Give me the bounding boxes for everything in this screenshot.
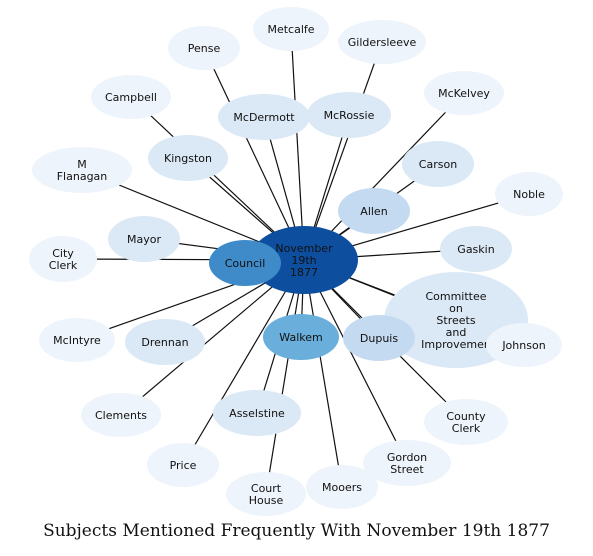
node-city-clerk: City Clerk [29,236,97,282]
node-carson-label: Carson [419,158,457,171]
nodes: Metcalfe Pense Gildersleeve McKelvey Campbel… [29,7,563,516]
edge-court-house [265,259,305,495]
node-mooers: Mooers [306,465,378,509]
node-mooers-ellipse [306,465,378,509]
node-drennan: Drennan [125,319,205,365]
edge-gildersleeve [303,41,383,261]
node-mooers-label: Mooers [322,481,362,494]
node-m-flanagan: M Flanagan [32,147,132,193]
edge-mooers [303,259,343,488]
node-dupuis-label: Dupuis [360,332,398,345]
node-carson-ellipse [402,141,474,187]
node-metcalfe-label: Metcalfe [267,23,314,36]
node-drennan-label: Drennan [141,336,188,349]
node-walkem-ellipse [263,314,339,360]
node-kingston: Kingston [148,135,228,181]
node-kingston-ellipse [148,135,228,181]
node-price-ellipse [147,443,219,487]
node-court-house: Court House [226,472,306,516]
node-dupuis-ellipse [343,315,415,361]
node-carson: Carson [402,141,474,187]
node-court-house-ellipse [226,472,306,516]
edge-price [182,259,305,466]
node-gildersleeve-label: Gildersleeve [348,36,417,49]
node-asselstine-ellipse [213,390,301,436]
node-gordon-street-label: Gordon Street [387,451,427,476]
node-pense: Pense [168,26,240,70]
node-dupuis: Dupuis [343,315,415,361]
node-mcintyre-label: McIntyre [53,334,101,347]
node-county-clerk-label: County Clerk [446,410,486,435]
node-gaskin-label: Gaskin [457,243,494,256]
center-node-ellipse [250,226,358,294]
node-mayor: Mayor [108,216,180,262]
node-campbell: Campbell [91,75,171,119]
node-mcrossie: McRossie [307,92,391,138]
node-campbell-label: Campbell [105,91,157,104]
node-city-clerk-label: City Clerk [49,247,78,272]
node-court-house-label: Court House [249,482,284,507]
node-m-flanagan-label: M Flanagan [57,158,108,183]
node-mckelvey: McKelvey [424,71,504,115]
node-gildersleeve: Gildersleeve [338,20,426,64]
node-gordon-street: Gordon Street [363,440,451,486]
node-allen-ellipse [338,188,410,234]
node-gaskin: Gaskin [440,226,512,272]
node-county-clerk: County Clerk [424,399,508,445]
node-committee-label: Committee on Streets and Improvemen [421,290,491,351]
node-mcrossie-label: McRossie [324,109,375,122]
node-noble-ellipse [495,172,563,216]
node-johnson-ellipse [486,323,562,367]
node-kingston-label: Kingston [164,152,212,165]
node-price-label: Price [170,459,197,472]
node-mayor-ellipse [108,216,180,262]
node-allen: Allen [338,188,410,234]
node-clements-label: Clements [95,409,147,422]
node-johnson-label: Johnson [501,339,545,352]
node-noble: Noble [495,172,563,216]
node-walkem-label: Walkem [279,331,322,344]
node-walkem: Walkem [263,314,339,360]
node-mcintyre: McIntyre [39,318,115,362]
center-node-label: November 19th 1877 [275,242,333,279]
diagram-caption: Subjects Mentioned Frequently With Novem… [43,521,550,541]
node-mcdermott-label: McDermott [233,111,295,124]
node-mcdermott-ellipse [218,94,310,140]
node-gildersleeve-ellipse [338,20,426,64]
node-noble-label: Noble [513,188,545,201]
node-city-clerk-ellipse [29,236,97,282]
node-price: Price [147,443,219,487]
node-gordon-street-ellipse [363,440,451,486]
node-metcalfe-ellipse [253,7,329,51]
network-diagram: Metcalfe Pense Gildersleeve McKelvey Campbel… [29,7,563,516]
node-pense-label: Pense [188,42,221,55]
node-county-clerk-ellipse [424,399,508,445]
node-mayor-label: Mayor [127,233,161,246]
node-clements: Clements [81,393,161,437]
node-m-flanagan-ellipse [32,147,132,193]
node-drennan-ellipse [125,319,205,365]
node-asselstine-label: Asselstine [229,407,285,420]
node-asselstine: Asselstine [213,390,301,436]
node-johnson: Johnson [486,323,562,367]
node-mckelvey-label: McKelvey [438,87,490,100]
node-mcrossie-ellipse [307,92,391,138]
node-council: Council [209,240,281,286]
node-metcalfe: Metcalfe [253,7,329,51]
node-council-ellipse [209,240,281,286]
node-allen-label: Allen [360,205,387,218]
center-node: November 19th 1877 [250,226,358,294]
node-mcintyre-ellipse [39,318,115,362]
node-mckelvey-ellipse [424,71,504,115]
edge-pense [203,47,305,261]
node-gaskin-ellipse [440,226,512,272]
edge-metcalfe [290,28,305,261]
node-council-label: Council [225,257,266,270]
edge-gordon-street [303,259,408,464]
node-mcdermott: McDermott [218,94,310,140]
node-clements-ellipse [81,393,161,437]
node-campbell-ellipse [91,75,171,119]
node-pense-ellipse [168,26,240,70]
